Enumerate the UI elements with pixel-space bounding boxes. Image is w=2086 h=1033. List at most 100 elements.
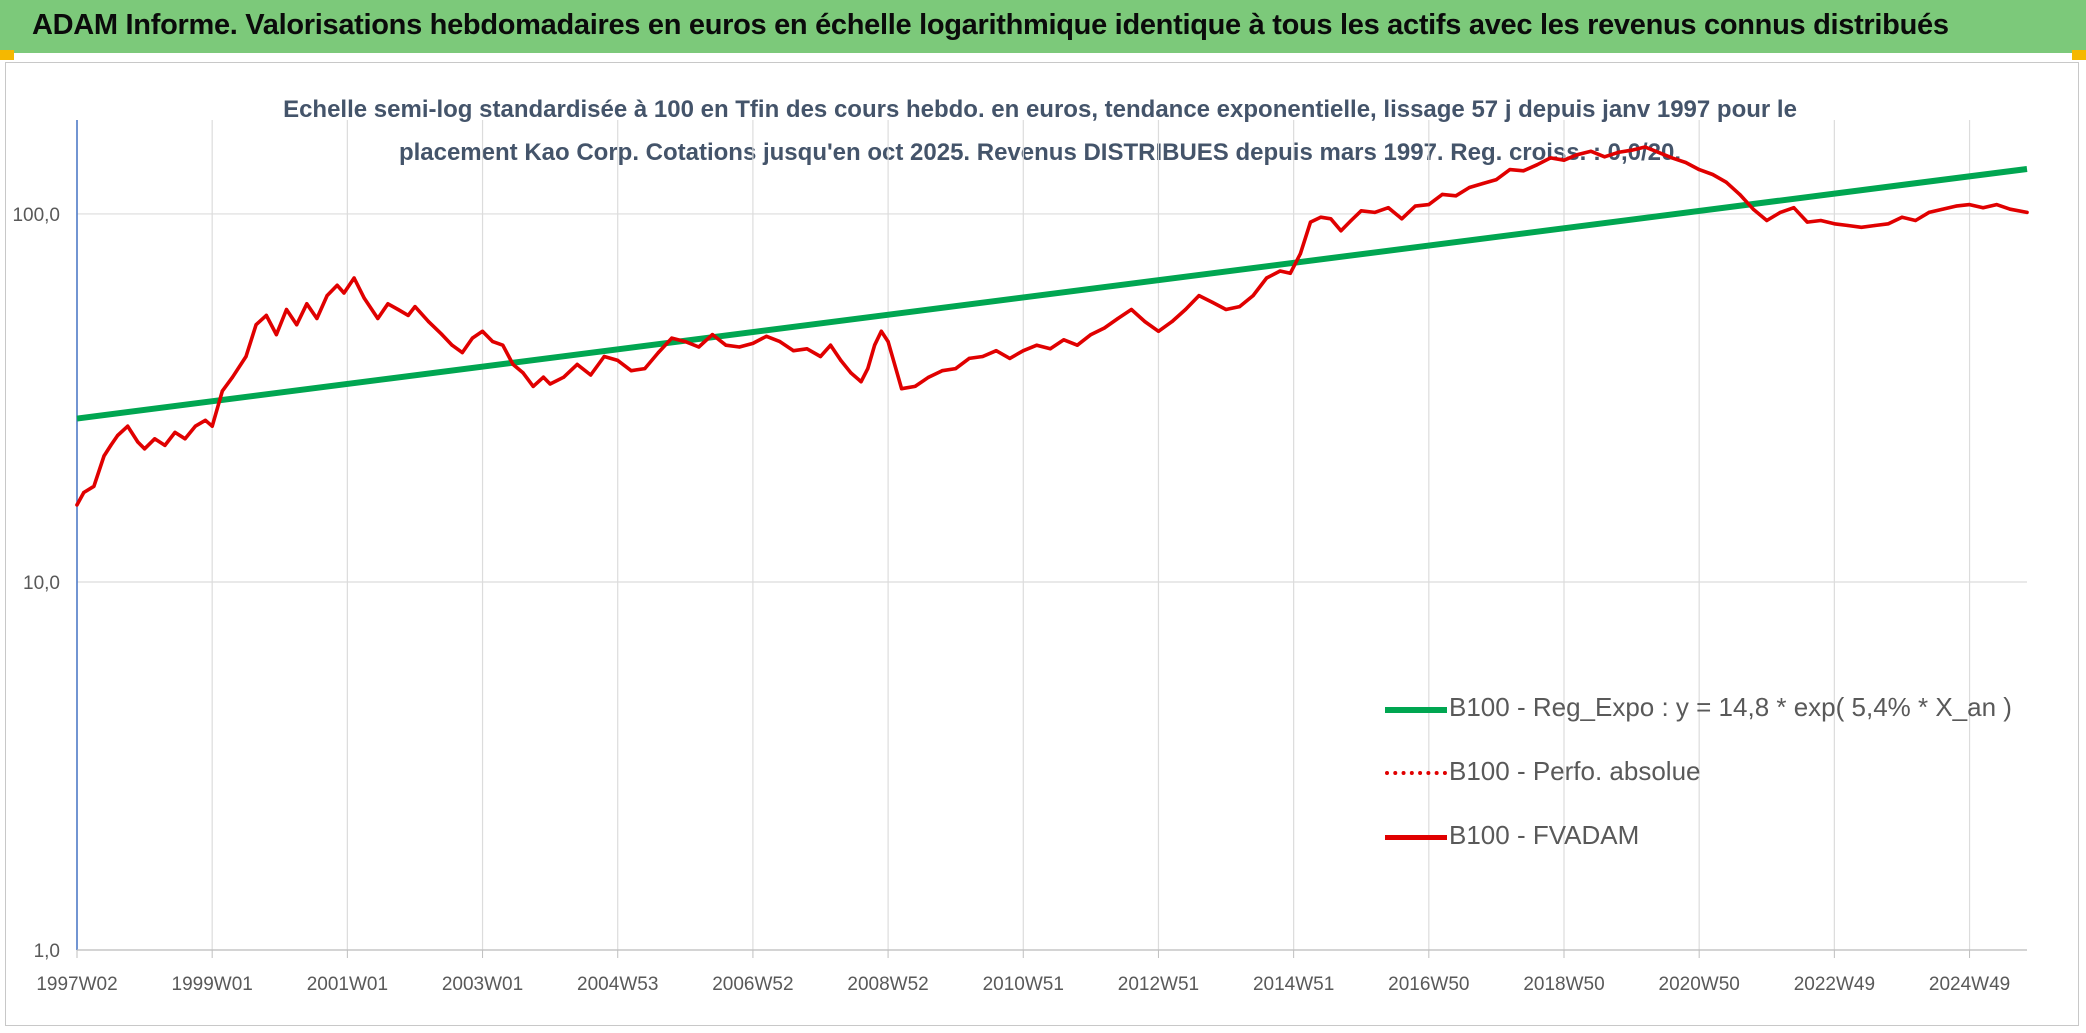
x-tick-label: 1997W02 [36, 974, 117, 995]
fvadam-point [541, 375, 546, 379]
x-tick-label: 2022W49 [1794, 974, 1875, 995]
fvadam-point [1954, 204, 1958, 208]
fvadam-point [589, 373, 593, 377]
fvadam-point [362, 296, 366, 300]
chart-title: Echelle semi-log standardisée à 100 en T… [180, 88, 1900, 174]
fvadam-point [1339, 229, 1343, 233]
fvadam-point [1751, 207, 1755, 211]
fvadam-point [1481, 181, 1485, 186]
fvadam-point [1386, 206, 1390, 210]
legend-swatch-fvadam [1385, 835, 1447, 840]
fvadam-point [440, 333, 444, 337]
header-banner: ADAM Informe. Valorisations hebdomadaire… [0, 0, 2086, 56]
fvadam-point [981, 354, 985, 359]
legend-label-perfo: B100 - Perfo. absolue [1449, 756, 1701, 786]
report-title: ADAM Informe. Valorisations hebdomadaire… [32, 9, 1949, 41]
fvadam-point [1427, 203, 1431, 207]
fvadam-point [1913, 218, 1918, 223]
fvadam-point [1075, 343, 1079, 347]
fvadam-point [1778, 210, 1782, 214]
fvadam-point [873, 343, 877, 347]
fvadam-point [1183, 307, 1188, 312]
fvadam-point [480, 329, 485, 333]
fvadam-point [643, 367, 647, 371]
x-tick-label: 2016W50 [1388, 974, 1469, 995]
fvadam-point [1035, 343, 1039, 347]
fvadam-line [75, 145, 2029, 507]
fvadam-point [1116, 316, 1120, 321]
fvadam-point [940, 369, 944, 373]
fvadam-point [1657, 150, 1661, 154]
fvadam-point [1832, 222, 1836, 226]
fvadam-point [1265, 276, 1269, 280]
fvadam-point [406, 313, 410, 317]
fvadam-point [616, 358, 620, 362]
fvadam-point [1724, 180, 1728, 184]
fvadam-point [1413, 204, 1417, 208]
fvadam-point [967, 356, 971, 360]
legend-swatch-perfo [1385, 771, 1447, 775]
fvadam-point [1616, 150, 1620, 154]
x-tick-label: 2020W50 [1659, 974, 1740, 995]
fvadam-point [109, 443, 113, 447]
fvadam-point [511, 362, 515, 366]
fvadam-point [1440, 192, 1444, 196]
fvadam-point [1224, 307, 1228, 312]
fvadam-point [1508, 168, 1512, 172]
fvadam-point [1575, 153, 1580, 157]
fvadam-point [1859, 225, 1863, 229]
fvadam-point [1102, 326, 1106, 330]
fvadam-point [153, 437, 157, 441]
fvadam-point [325, 294, 329, 298]
fvadam-point [1143, 320, 1147, 324]
fvadam-point [1805, 220, 1809, 224]
fvadam-point [386, 302, 390, 306]
fvadam-point [220, 389, 224, 393]
fvadam-point [791, 349, 796, 353]
fvadam-point [1589, 149, 1593, 153]
legend-label-fvadam: B100 - FVADAM [1449, 820, 1640, 850]
fvadam-point [1129, 307, 1133, 312]
fvadam-point [460, 351, 464, 355]
fvadam-point [210, 424, 214, 428]
fvadam-point [1603, 155, 1607, 159]
fvadam-point [839, 358, 843, 362]
fvadam-point [1967, 203, 1972, 207]
fvadam-point [656, 351, 660, 355]
fvadam-point [1697, 168, 1701, 172]
chart-title-line-2: placement Kao Corp. Cotations jusqu'en o… [398, 139, 1682, 166]
fvadam-point [1940, 207, 1945, 211]
fvadam-point [1535, 163, 1539, 167]
fvadam-point [1981, 206, 1985, 210]
fvadam-point [203, 418, 207, 422]
fvadam-point [1630, 148, 1634, 152]
fvadam-point [92, 484, 96, 488]
fvadam-point [1210, 300, 1215, 304]
fvadam-point [450, 343, 454, 347]
fvadam-point [1562, 158, 1566, 162]
fvadam-point [1900, 215, 1904, 219]
fvadam-point [879, 329, 883, 333]
fvadam-point [764, 334, 769, 338]
fvadam-point [1329, 217, 1333, 221]
fvadam-point [697, 345, 701, 349]
x-tick-label: 2004W53 [577, 974, 658, 995]
fvadam-point [264, 313, 268, 317]
fvadam-point [413, 305, 417, 309]
fvadam-point [1048, 347, 1052, 351]
fvadam-point [254, 323, 258, 327]
y-tick-label: 1,0 [34, 941, 60, 962]
fvadam-point [531, 384, 535, 388]
fvadam-point [1278, 269, 1282, 273]
fvadam-point [1359, 209, 1363, 213]
fvadam-point [1454, 194, 1458, 198]
fvadam-point [1251, 294, 1255, 298]
trend-line [76, 165, 2028, 422]
fvadam-point [710, 333, 715, 337]
fvadam-point [1494, 178, 1498, 182]
fvadam-point [1548, 156, 1553, 160]
fvadam-point [1308, 220, 1313, 224]
legend-label-trend: B100 - Reg_Expo : y = 14,8 * exp( 5,4% *… [1449, 692, 2012, 722]
fvadam-point [751, 341, 755, 345]
